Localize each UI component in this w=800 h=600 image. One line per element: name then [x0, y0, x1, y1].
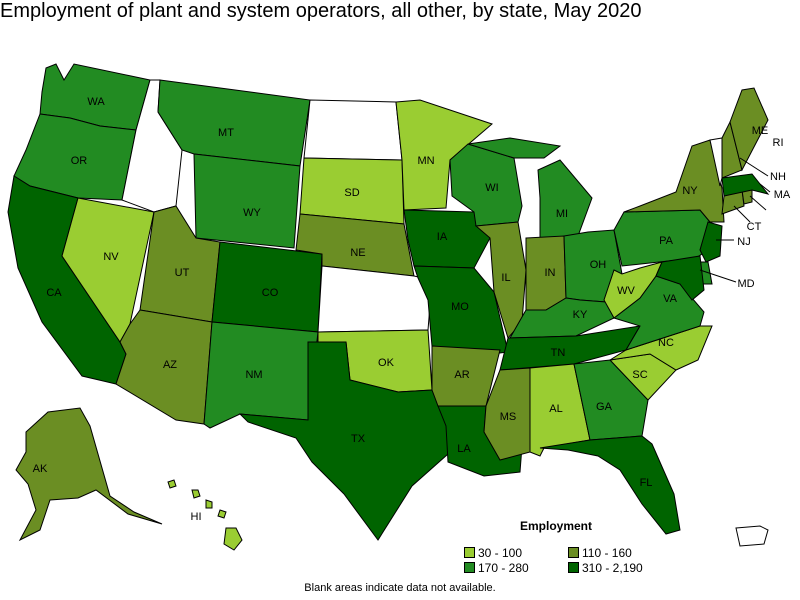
label-va: VA: [663, 293, 678, 305]
label-ny: NY: [682, 185, 698, 197]
label-md: MD: [737, 278, 754, 290]
label-ak: AK: [33, 463, 48, 475]
label-ri: RI: [773, 137, 784, 149]
label-nh: NH: [770, 171, 786, 183]
state-nd[interactable]: [303, 99, 403, 161]
state-ga[interactable]: [573, 359, 649, 441]
label-ct: CT: [747, 221, 762, 233]
label-il: IL: [501, 272, 510, 284]
label-or: OR: [71, 155, 88, 167]
legend: Employment 30 - 100 110 - 160 170 - 280 …: [464, 518, 664, 580]
label-nv: NV: [103, 251, 119, 263]
label-la: LA: [457, 443, 471, 455]
label-mi: MI: [556, 208, 568, 220]
state-mn[interactable]: [395, 99, 493, 211]
label-wa: WA: [87, 96, 105, 108]
label-al: AL: [549, 403, 562, 415]
legend-swatch-4: [568, 562, 579, 573]
state-me[interactable]: [729, 87, 769, 172]
label-nc: NC: [658, 337, 674, 349]
legend-label-1: 30 - 100: [478, 546, 523, 560]
state-nj[interactable]: [699, 221, 723, 263]
label-ut: UT: [175, 267, 190, 279]
label-sd: SD: [344, 187, 359, 199]
legend-item-1: 30 - 100: [464, 546, 522, 560]
state-md[interactable]: [655, 255, 705, 301]
label-oh: OH: [590, 259, 607, 271]
legend-swatch-3: [464, 562, 475, 573]
state-pr[interactable]: [735, 525, 769, 547]
legend-label-4: 310 - 2,190: [582, 561, 643, 575]
legend-swatch-1: [464, 547, 475, 558]
label-ky: KY: [573, 309, 588, 321]
label-nj: NJ: [737, 236, 750, 248]
label-wv: WV: [617, 285, 635, 297]
label-sc: SC: [632, 369, 647, 381]
map-title: Employment of plant and system operators…: [0, 0, 642, 22]
label-tn: TN: [551, 347, 566, 359]
state-ma[interactable]: [721, 173, 770, 197]
label-ok: OK: [378, 357, 395, 369]
state-fl[interactable]: [539, 435, 681, 535]
legend-item-2: 110 - 160: [568, 546, 632, 560]
label-me: ME: [752, 125, 769, 137]
label-wy: WY: [243, 207, 261, 219]
legend-item-3: 170 - 280: [464, 561, 529, 575]
state-tx[interactable]: [238, 341, 449, 541]
legend-title: Employment: [520, 519, 593, 533]
label-ca: CA: [46, 287, 62, 299]
state-ks[interactable]: [317, 265, 433, 333]
note-text: Blank areas indicate data not available.: [304, 582, 496, 594]
label-ia: IA: [437, 231, 448, 243]
label-az: AZ: [163, 359, 177, 371]
label-mo: MO: [451, 301, 469, 313]
label-ma: MA: [774, 189, 791, 201]
label-mn: MN: [417, 155, 434, 167]
legend-item-4: 310 - 2,190: [568, 561, 643, 575]
label-wi: WI: [485, 182, 498, 194]
label-ar: AR: [454, 369, 469, 381]
label-fl: FL: [640, 477, 653, 489]
label-nm: NM: [245, 369, 262, 381]
label-ne: NE: [350, 247, 365, 259]
label-tx: TX: [351, 433, 366, 445]
legend-swatch-2: [568, 547, 579, 558]
state-ny[interactable]: [623, 139, 725, 223]
state-wy[interactable]: [193, 153, 301, 249]
label-ga: GA: [596, 401, 613, 413]
legend-label-3: 170 - 280: [478, 561, 529, 575]
label-ms: MS: [500, 411, 517, 423]
state-ak[interactable]: [15, 407, 163, 542]
legend-label-2: 110 - 160: [582, 546, 632, 560]
label-co: CO: [262, 287, 279, 299]
state-nc[interactable]: [609, 325, 713, 371]
label-pa: PA: [659, 235, 674, 247]
label-mt: MT: [218, 127, 234, 139]
label-in: IN: [545, 267, 556, 279]
label-hi: HI: [191, 511, 202, 523]
state-or[interactable]: [13, 113, 137, 201]
state-hi[interactable]: [167, 479, 243, 551]
